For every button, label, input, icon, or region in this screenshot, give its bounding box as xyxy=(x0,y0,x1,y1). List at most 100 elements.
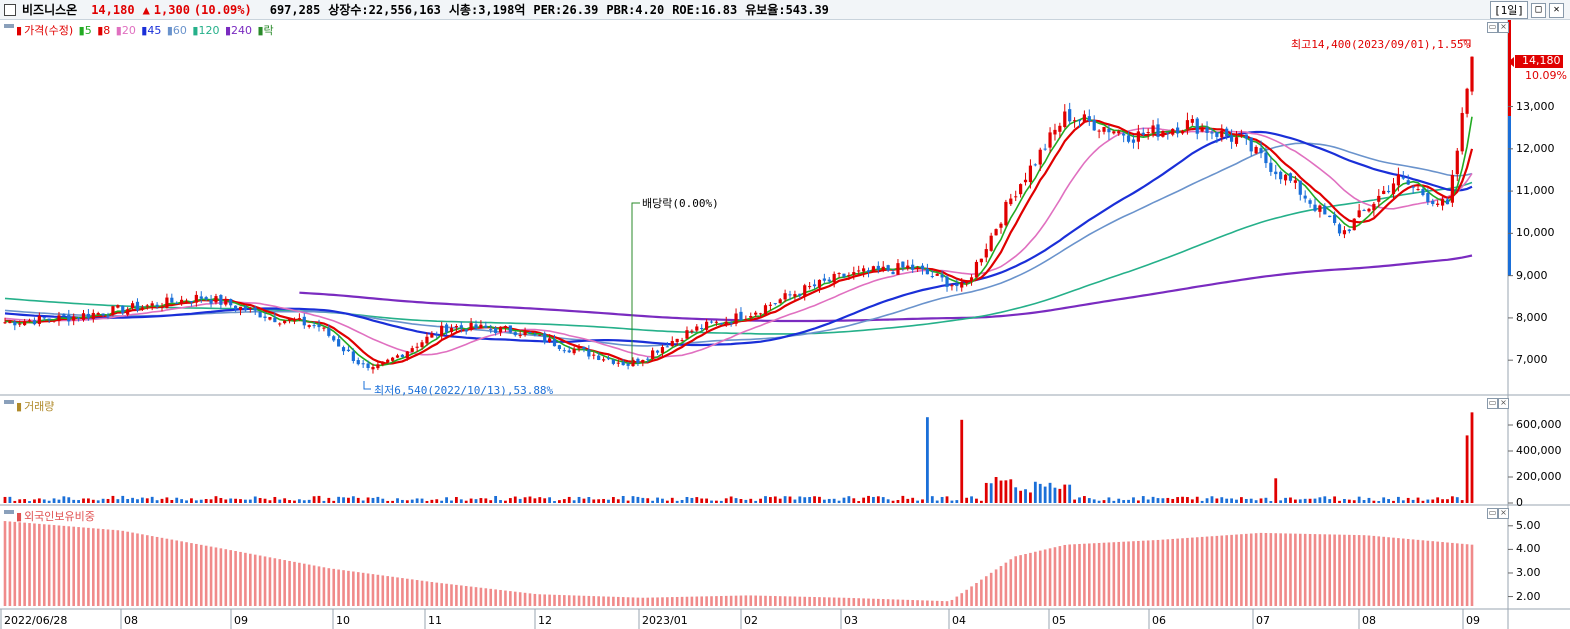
foreign-bar xyxy=(1034,551,1037,606)
volume-bar xyxy=(1308,498,1312,503)
price-pane-close-icon[interactable]: × xyxy=(1498,22,1509,33)
foreign-bar xyxy=(1298,533,1302,606)
volume-bar xyxy=(768,497,772,503)
foreign-bar xyxy=(744,595,748,606)
foreign-bar xyxy=(563,595,566,606)
foreign-bar xyxy=(931,600,934,606)
volume-bar xyxy=(1421,500,1425,503)
high-annotation: 최고14,400(2023/09/01),1.55% xyxy=(1291,38,1471,51)
volume-bar xyxy=(1254,500,1258,503)
volume-bar xyxy=(136,499,139,503)
candle-body xyxy=(248,308,252,310)
foreign-bar xyxy=(386,576,389,606)
x-tick-label: 05 xyxy=(1052,614,1066,627)
foreign-pane-min-icon[interactable]: ▭ xyxy=(1487,508,1498,519)
volume-pane-close-icon[interactable]: × xyxy=(1498,398,1509,409)
volume-bar xyxy=(175,497,179,503)
candle-body xyxy=(646,358,650,360)
volume-bar xyxy=(185,500,188,503)
candle-body xyxy=(170,297,174,303)
volume-bar xyxy=(410,499,414,503)
volume-bar xyxy=(1068,484,1072,503)
candle-body xyxy=(1372,203,1376,211)
volume-bar xyxy=(37,498,41,503)
volume-bar xyxy=(253,496,257,503)
foreign-bar xyxy=(288,560,291,606)
candle-body xyxy=(886,265,890,271)
candle-body xyxy=(454,326,458,328)
volume-y-label: 0 xyxy=(1516,496,1523,509)
volume-bar xyxy=(1136,500,1140,503)
foreign-bar xyxy=(1279,533,1282,606)
foreign-bar xyxy=(1137,540,1140,606)
foreign-bar xyxy=(749,595,753,606)
price-pane-icon[interactable] xyxy=(4,24,14,28)
foreign-bar xyxy=(852,598,856,606)
candle-body xyxy=(307,325,311,327)
candle-body xyxy=(862,268,866,272)
price-y-label: 7,000 xyxy=(1516,353,1548,367)
candle-body xyxy=(852,272,856,275)
volume-bar xyxy=(180,499,184,503)
volume-bar xyxy=(391,500,395,503)
foreign-bar xyxy=(1357,535,1361,606)
close-icon[interactable]: ✕ xyxy=(1549,2,1564,18)
foreign-bar xyxy=(401,578,404,606)
candle-body xyxy=(1333,214,1337,224)
candle-body xyxy=(925,268,929,275)
candle-body xyxy=(1391,183,1396,195)
foreign-bar xyxy=(1402,538,1405,606)
foreign-bar xyxy=(857,598,861,606)
candle-body xyxy=(837,273,841,275)
candle-body xyxy=(297,318,301,320)
candle-body xyxy=(1421,189,1425,196)
foreign-bar xyxy=(1372,535,1376,606)
candle-body xyxy=(1185,120,1190,130)
foreign-bar xyxy=(312,565,316,606)
foreign-y-label: 3.00 xyxy=(1516,565,1541,579)
select-checkbox[interactable] xyxy=(4,3,16,16)
foreign-bar xyxy=(150,536,154,606)
foreign-bar xyxy=(484,588,488,606)
candle-body xyxy=(72,316,76,321)
foreign-bar xyxy=(469,586,473,606)
candle-body xyxy=(1151,125,1155,133)
volume-bar xyxy=(268,500,272,503)
candle-body xyxy=(1215,132,1219,137)
candle-body xyxy=(1269,162,1273,172)
volume-bar xyxy=(611,497,615,503)
volume-bar xyxy=(832,498,836,503)
candle-body xyxy=(233,305,238,310)
volume-bar xyxy=(91,499,95,503)
volume-y-label: 200,000 xyxy=(1516,470,1562,483)
candle-body xyxy=(1053,129,1057,135)
foreign-pane-icon[interactable] xyxy=(4,510,14,514)
candle-body xyxy=(1102,127,1106,132)
foreign-bar xyxy=(626,597,630,606)
volume-pane-min-icon[interactable]: ▭ xyxy=(1487,398,1498,409)
volume-bar xyxy=(1367,497,1371,503)
foreign-bar xyxy=(1161,539,1165,606)
foreign-bar xyxy=(1254,533,1258,606)
volume-y-label: 400,000 xyxy=(1516,444,1562,457)
foreign-bar xyxy=(258,555,262,606)
candle-body xyxy=(1023,179,1028,183)
volume-pane-icon[interactable] xyxy=(4,400,14,404)
volume-bar xyxy=(1029,492,1032,503)
foreign-bar xyxy=(764,595,767,606)
legend-price-marker: ▮ xyxy=(16,24,23,37)
candle-body xyxy=(150,303,154,306)
price-pane-min-icon[interactable]: ▭ xyxy=(1487,22,1498,33)
foreign-pane-close-icon[interactable]: × xyxy=(1498,508,1509,519)
period-selector[interactable]: [1일] xyxy=(1490,1,1528,19)
foreign-bar xyxy=(989,572,993,606)
candle-body xyxy=(101,313,105,316)
foreign-bar xyxy=(1451,542,1454,606)
volume-bar xyxy=(1279,500,1283,503)
volume-bar xyxy=(508,498,512,503)
volume-bar xyxy=(297,499,301,503)
low-annotation: 최저6,540(2022/10/13),53.88% xyxy=(374,384,554,397)
foreign-bar xyxy=(1088,543,1091,606)
maximize-icon[interactable]: □ xyxy=(1531,2,1546,18)
